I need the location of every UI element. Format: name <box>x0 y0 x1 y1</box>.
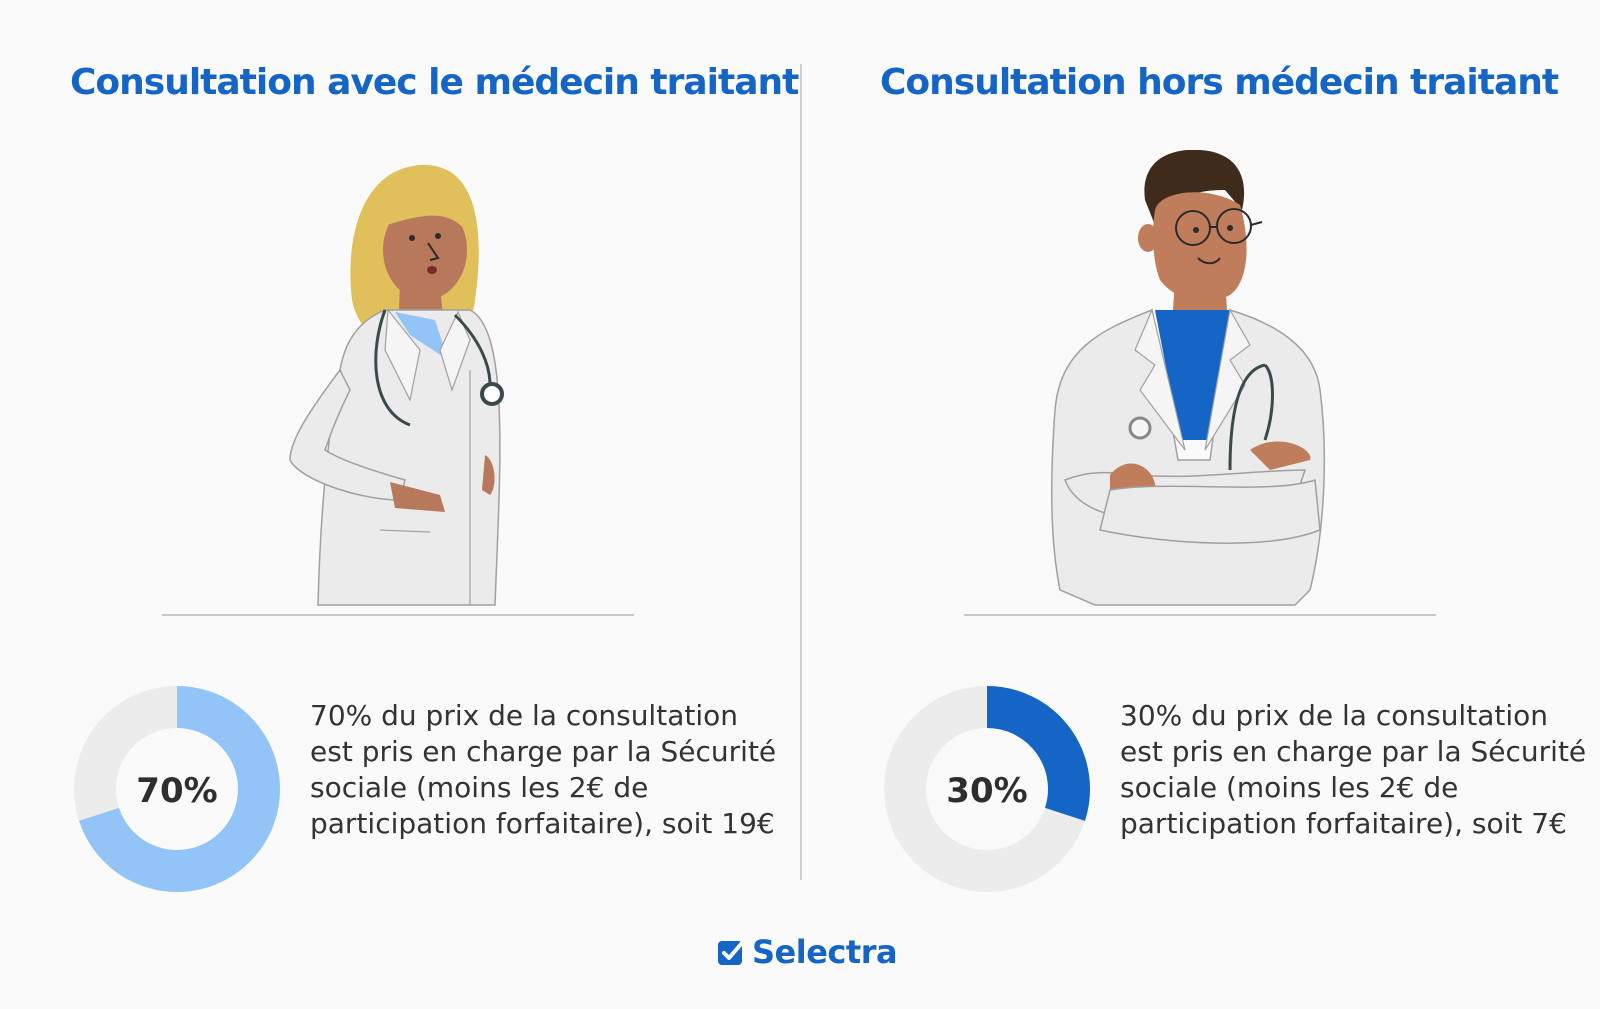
vertical-divider <box>800 64 802 880</box>
panel-medecin-traitant: Consultation avec le médecin traitant <box>0 0 799 900</box>
doctor-man-illustration <box>1050 150 1326 606</box>
description-text: 70% du prix de la consultation est pris … <box>310 699 777 840</box>
floor-line <box>162 614 634 616</box>
brand-name: Selectra <box>752 933 898 971</box>
brand-logo: Selectra <box>716 930 898 974</box>
donut-chart-30: 30% <box>884 686 1090 892</box>
panel-hors-medecin-traitant: Consultation hors médecin traitant <box>810 0 1600 900</box>
donut-center-label: 70% <box>136 771 217 811</box>
donut-slice-covered <box>986 686 1090 821</box>
panel-title: Consultation avec le médecin traitant <box>70 62 799 103</box>
floor-line <box>964 614 1436 616</box>
check-icon <box>718 941 744 965</box>
donut-chart-70: 70% <box>74 686 280 892</box>
donut-slice-covered <box>79 686 280 892</box>
donut-center-label: 30% <box>946 771 1027 811</box>
doctor-woman-illustration <box>289 164 504 606</box>
description-text: 30% du prix de la consultation est pris … <box>1120 699 1587 840</box>
panel-title: Consultation hors médecin traitant <box>880 62 1559 103</box>
